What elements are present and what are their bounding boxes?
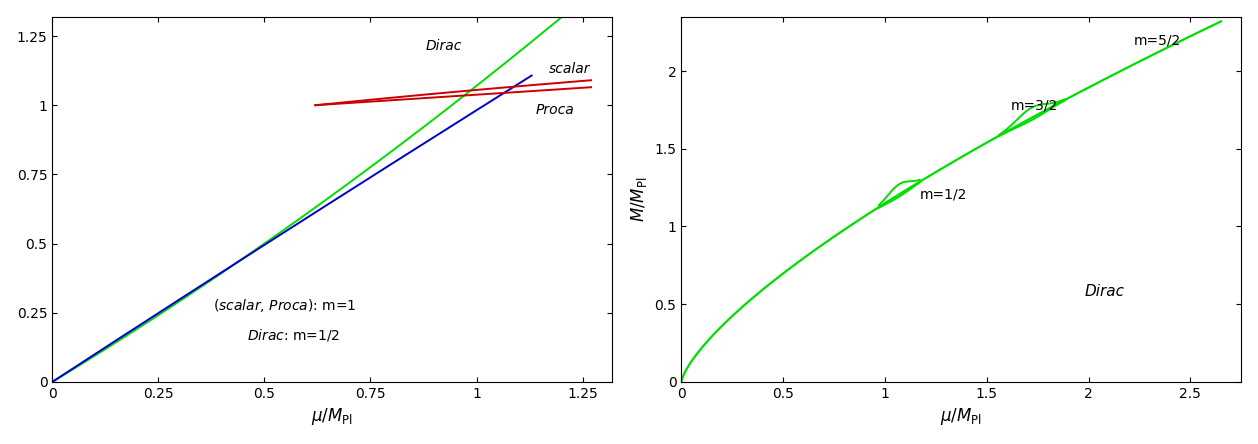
Text: m=5/2: m=5/2 [1133, 34, 1181, 48]
Text: m=3/2: m=3/2 [1011, 98, 1058, 112]
X-axis label: $\mu/M_{\rm Pl}$: $\mu/M_{\rm Pl}$ [311, 406, 353, 427]
Text: $\it{Dirac}$: m=1/2: $\it{Dirac}$: m=1/2 [248, 326, 341, 342]
Text: scalar: scalar [548, 63, 590, 76]
X-axis label: $\mu/M_{\rm Pl}$: $\mu/M_{\rm Pl}$ [940, 406, 982, 427]
Text: Dirac: Dirac [1084, 285, 1125, 299]
Text: m=1/2: m=1/2 [920, 187, 967, 202]
Text: Dirac: Dirac [425, 39, 462, 53]
Text: Proca: Proca [536, 103, 575, 117]
Y-axis label: $M/M_{\rm Pl}$: $M/M_{\rm Pl}$ [629, 177, 649, 222]
Text: ($\it{scalar}$, $\it{Proca}$): m=1: ($\it{scalar}$, $\it{Proca}$): m=1 [214, 297, 357, 314]
